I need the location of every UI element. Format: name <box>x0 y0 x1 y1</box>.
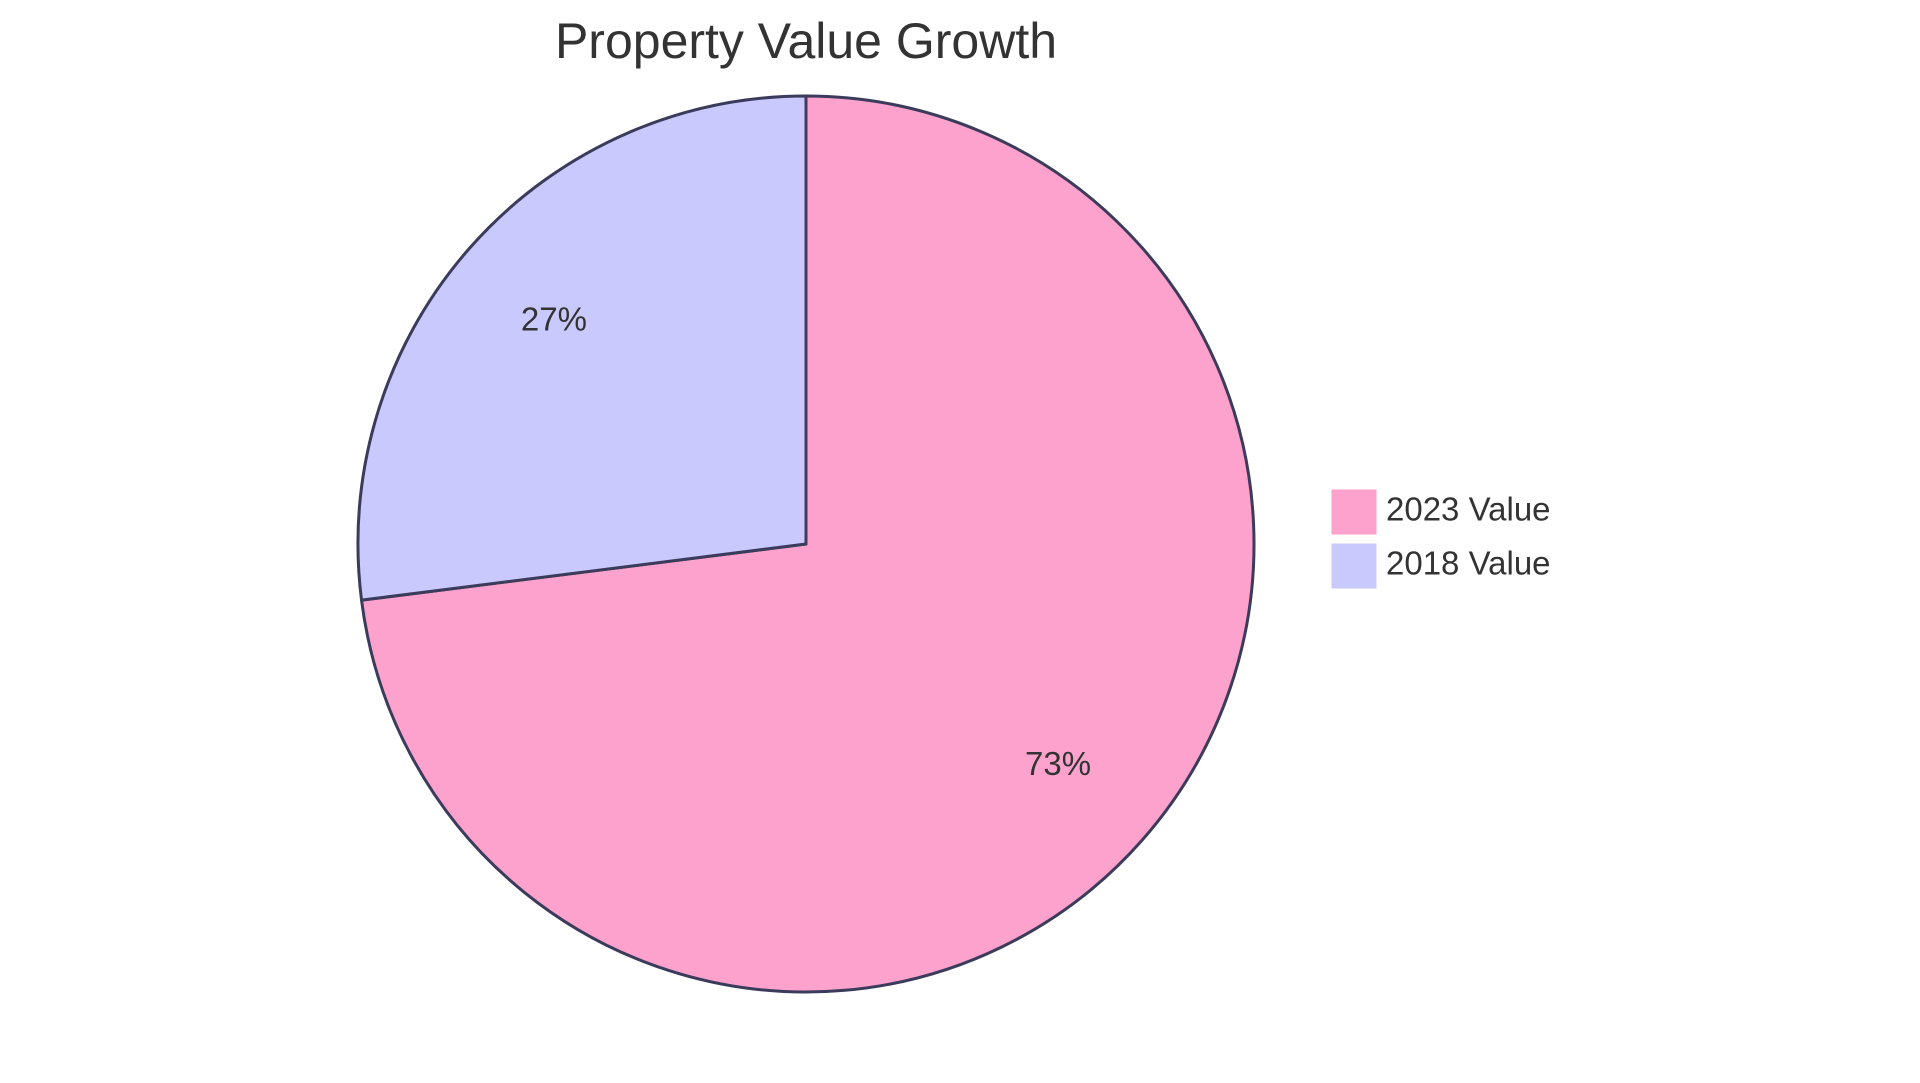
pie-slices <box>356 94 1256 994</box>
chart-title: Property Value Growth <box>555 13 1057 69</box>
legend-label: 2018 Value <box>1386 545 1551 582</box>
slice-percent-labels: 73% 27% <box>521 301 1091 782</box>
slice-percent-label: 73% <box>1025 745 1091 782</box>
legend-swatch <box>1331 543 1377 589</box>
legend-label: 2023 Value <box>1386 491 1551 528</box>
legend: 2023 Value 2018 Value <box>1331 489 1551 589</box>
legend-swatch <box>1331 489 1377 535</box>
pie-slice-2018-value <box>356 94 808 602</box>
slice-percent-label: 27% <box>521 301 587 338</box>
pie-slice-2023-value <box>360 94 1256 994</box>
